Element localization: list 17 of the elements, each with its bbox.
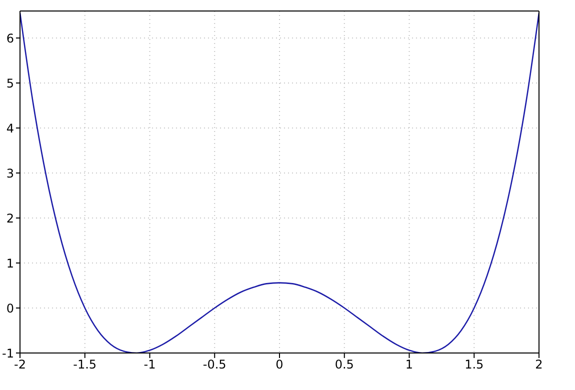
x-tick-label: -0.5 <box>202 358 226 372</box>
y-tick-label: 4 <box>6 121 14 136</box>
x-tick-label: -2 <box>14 358 26 372</box>
x-tick-label: 0.5 <box>334 358 354 372</box>
y-tick-label: 5 <box>6 76 14 90</box>
y-tick-label: -1 <box>2 346 14 360</box>
x-tick-label: -1.5 <box>73 358 97 372</box>
y-tick-label: 2 <box>6 211 14 226</box>
y-tick-label: 3 <box>6 166 14 180</box>
x-tick-label: 0 <box>276 358 284 372</box>
x-tick-label: 2 <box>535 358 543 372</box>
y-tick-label: 1 <box>6 256 14 270</box>
y-tick-label: 0 <box>6 301 14 316</box>
x-tick-label: -1 <box>144 358 156 372</box>
y-tick-label: 6 <box>6 31 14 46</box>
x-tick-label: 1 <box>405 358 414 372</box>
x-tick-label: 1.5 <box>464 358 484 372</box>
